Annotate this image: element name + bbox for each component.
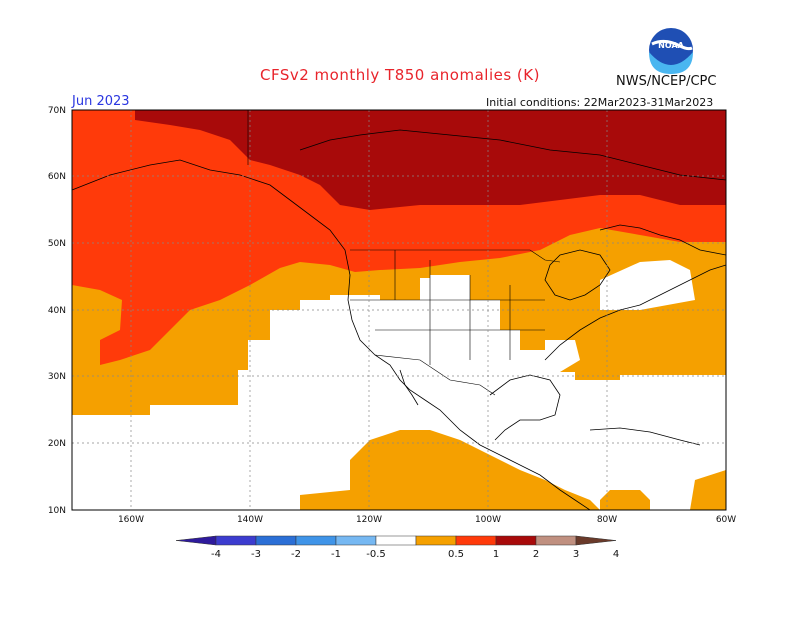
colorbar-label: -2 — [291, 549, 301, 560]
political-borders — [247, 110, 561, 396]
colorbar-label: -0.5 — [366, 549, 386, 560]
colorbar-label: -1 — [331, 549, 341, 560]
lat-label: 50N — [48, 239, 66, 249]
colorbar-label: -4 — [211, 549, 221, 560]
lon-label: 140W — [237, 515, 263, 525]
lon-label: 100W — [475, 515, 501, 525]
gridlines — [72, 110, 726, 510]
colorbar-swatch — [335, 535, 377, 546]
lon-label: 80W — [597, 515, 617, 525]
lat-label: 10N — [48, 506, 66, 516]
colorbar-label: 3 — [573, 549, 579, 560]
lat-label: 60N — [48, 172, 66, 182]
near-normal-areas — [430, 260, 695, 372]
coastlines — [71, 129, 727, 511]
colorbar-legend: -4 -3 -2 -1 -0.5 0.5 1 2 3 4 — [175, 535, 619, 560]
colorbar-label: -3 — [251, 549, 261, 560]
colorbar-arrow-low — [175, 535, 217, 546]
colorbar-swatch — [255, 535, 297, 546]
initial-conditions: Initial conditions: 22Mar2023-31Mar2023 — [486, 96, 714, 109]
colorbar-swatch — [535, 535, 577, 546]
forecast-period: Jun 2023 — [72, 94, 130, 109]
colorbar-swatch — [295, 535, 337, 546]
colorbar-label: 0.5 — [448, 549, 464, 560]
lon-label: 120W — [356, 515, 382, 525]
colorbar-swatch — [455, 535, 497, 546]
map-frame — [71, 109, 727, 511]
colorbar-swatch — [415, 535, 457, 546]
longitude-axis: 160W 140W 120W 100W 80W 60W — [118, 515, 736, 525]
latitude-axis: 70N 60N 50N 40N 30N 20N 10N — [48, 106, 66, 516]
colorbar-arrow-high — [575, 535, 617, 546]
organization-label: NWS/NCEP/CPC — [616, 74, 717, 89]
colorbar-swatch — [215, 535, 257, 546]
lat-label: 70N — [48, 106, 66, 116]
colorbar-swatch — [495, 535, 537, 546]
colorbar-label: 2 — [533, 549, 539, 560]
logo-text: NOAA — [658, 41, 684, 50]
lat-label: 20N — [48, 439, 66, 449]
colorbar-swatch — [375, 535, 417, 546]
lon-label: 160W — [118, 515, 144, 525]
lon-label: 60W — [716, 515, 736, 525]
colorbar-label: 4 — [613, 549, 619, 560]
chart-title: CFSv2 monthly T850 anomalies (K) — [260, 66, 540, 84]
noaa-logo-icon: NOAA — [649, 28, 693, 74]
anomaly-fill-dark-red — [135, 110, 726, 210]
colorbar-label: 1 — [493, 549, 499, 560]
lat-label: 30N — [48, 372, 66, 382]
lat-label: 40N — [48, 306, 66, 316]
